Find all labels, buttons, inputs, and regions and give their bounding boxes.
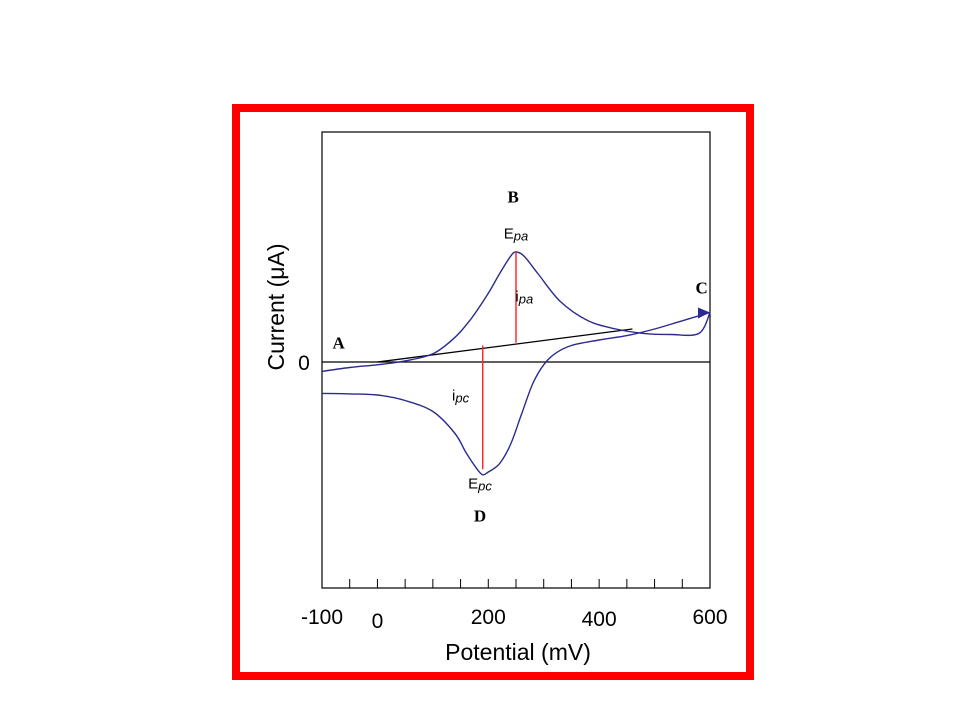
annotation-subscript: pa [518, 292, 533, 307]
annotation-subscript: pc [477, 479, 492, 494]
annotation-subscript: pa [513, 228, 528, 243]
annotation-main: i [452, 388, 455, 405]
y-tick-label: 0 [298, 352, 310, 375]
point-label-c: C [696, 278, 708, 297]
y-axis-label: Current (μA) [263, 244, 289, 371]
annotation-main: E [468, 476, 478, 493]
x-tick-label: 600 [692, 606, 727, 629]
x-axis-label: Potential (mV) [445, 639, 591, 665]
point-label-d: D [474, 507, 486, 526]
annotation-epc: Epc [468, 476, 492, 494]
sweep-arrow-icon [698, 307, 710, 319]
x-tick-label: 400 [582, 608, 617, 631]
x-tick-label: 0 [372, 610, 384, 633]
annotation-ipa: ipa [515, 289, 533, 307]
annotation-main: E [504, 225, 514, 242]
baseline-line [377, 328, 633, 363]
annotation-ipc: ipc [452, 388, 470, 406]
point-label-a: A [332, 333, 345, 352]
annotation-subscript: pc [454, 391, 469, 406]
annotation-main: i [515, 289, 518, 306]
cyclic-voltammogram-chart: -100 0 200 400 600 Potential (mV) 0 Current (μA… [263, 131, 728, 665]
point-label-b: B [508, 188, 519, 207]
x-tick-label: -100 [301, 606, 343, 629]
cathodic-sweep-curve [321, 311, 711, 476]
x-tick-label: 200 [471, 606, 506, 629]
chart-frame: -100 0 200 400 600 Potential (mV) 0 Current (μA… [232, 104, 754, 680]
annotation-epa: Epa [504, 225, 528, 243]
